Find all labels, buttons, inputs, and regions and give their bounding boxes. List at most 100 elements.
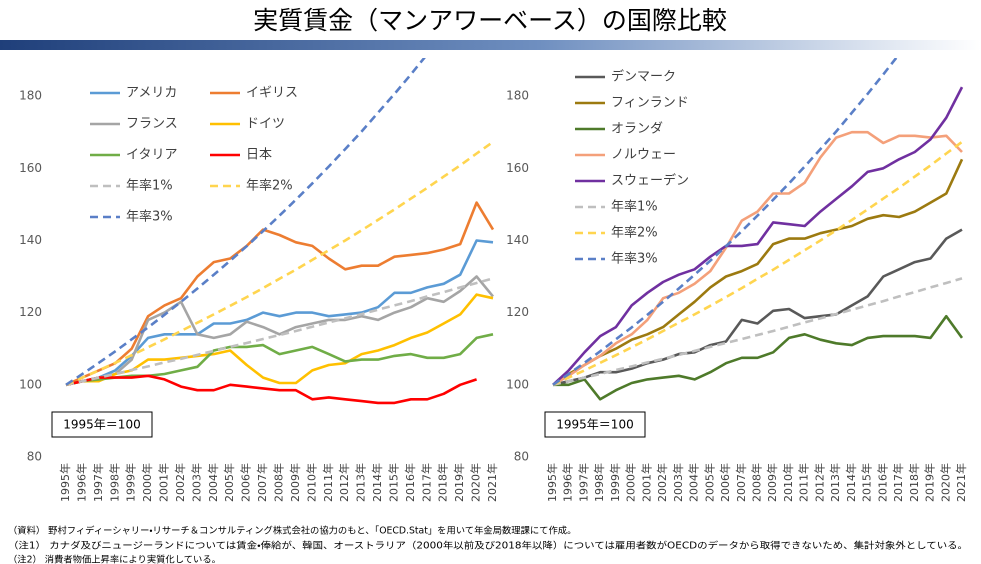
x-tick-label: 2001年 (157, 463, 171, 502)
y-tick-label: 100 (19, 377, 42, 391)
x-tick-label: 1996年 (74, 463, 88, 502)
series-line (552, 140, 963, 386)
x-tick-label: 2017年 (419, 463, 433, 502)
x-tick-label: 2003年 (189, 463, 203, 502)
x-tick-label: 1995年 (545, 463, 559, 502)
x-tick-label: 2020年 (469, 463, 483, 502)
legend-label: スウェーデン (611, 173, 689, 189)
x-tick-label: 2009年 (288, 463, 302, 502)
legend-label: ドイツ (246, 117, 285, 132)
series-line (65, 275, 495, 387)
series-line (65, 58, 426, 386)
x-tick-label: 2007年 (255, 463, 269, 502)
y-tick-label: 100 (506, 377, 529, 391)
y-tick-label: 140 (506, 233, 529, 247)
x-tick-label: 2018年 (436, 463, 450, 502)
plot-area (552, 58, 964, 401)
series-line (65, 201, 495, 386)
x-tick-label: 2000年 (140, 463, 154, 502)
legend-label: 年率1% (611, 200, 658, 215)
x-tick-label: 2006年 (718, 463, 732, 502)
x-tick-label: 2003年 (671, 463, 685, 502)
x-tick-label: 2011年 (797, 463, 811, 502)
y-tick-label: 180 (506, 89, 529, 103)
x-tick-label: 1998年 (107, 463, 121, 502)
y-tick-label: 80 (27, 450, 42, 464)
annotation-box (544, 411, 646, 438)
y-tick-label: 140 (19, 233, 42, 247)
x-tick-label: 2001年 (639, 463, 653, 502)
x-tick-label: 2019年 (923, 463, 937, 502)
y-tick-label: 80 (514, 450, 529, 464)
x-tick-label: 2006年 (239, 463, 253, 502)
series-line (65, 374, 478, 405)
x-tick-label: 2008年 (272, 463, 286, 502)
note: （注1） カナダ及びニュージーランドについては賃金・俸給が、韓国、オーストラリア… (8, 540, 968, 552)
x-tick-label: 2008年 (750, 463, 764, 502)
y-tick-label: 180 (19, 89, 42, 103)
x-tick-label: 2012年 (337, 463, 351, 502)
series-line (552, 58, 898, 386)
legend-label: フィンランド (611, 96, 689, 111)
x-tick-label: 2000年 (624, 463, 638, 502)
page-title: 実質賃金（マンアワーベース）の国際比較 (253, 6, 727, 35)
x-tick-label: 2020年 (938, 463, 952, 502)
x-tick-label: 1999年 (124, 463, 138, 502)
x-tick-label: 1997年 (576, 463, 590, 502)
legend-label: 年率1% (126, 179, 173, 194)
x-tick-label: 1998年 (592, 463, 606, 502)
annotation-box (51, 411, 153, 438)
x-tick-label: 2005年 (702, 463, 716, 502)
y-tick-label: 120 (19, 305, 42, 319)
x-tick-label: 2016年 (875, 463, 889, 502)
x-tick-label: 2010年 (781, 463, 795, 502)
x-tick-label: 2004年 (687, 463, 701, 502)
series-line (553, 314, 964, 401)
legend-label: イギリス (246, 86, 298, 101)
x-tick-label: 2002年 (655, 463, 669, 502)
y-tick-label: 120 (506, 305, 529, 319)
x-tick-label: 2013年 (354, 463, 368, 502)
note: （資料） 野村フィディーシャリー・リサーチ＆コンサルティング株式会社の協力のもと… (8, 525, 576, 537)
series-line (552, 158, 964, 386)
x-tick-label: 2005年 (222, 463, 236, 502)
series-line (65, 293, 494, 387)
series-line (552, 277, 963, 387)
plot-area (65, 58, 495, 405)
x-tick-label: 2015年 (860, 463, 874, 502)
legend-label: 年率2% (611, 226, 658, 241)
x-tick-label: 2013年 (828, 463, 842, 502)
x-tick-label: 2018年 (907, 463, 921, 502)
title-band (0, 40, 981, 50)
legend-label: イタリア (126, 148, 177, 163)
x-tick-label: 2012年 (812, 463, 826, 502)
series-line (65, 140, 494, 386)
legend-label: フランス (126, 117, 178, 132)
x-tick-label: 1996年 (561, 463, 575, 502)
x-tick-label: 2004年 (206, 463, 220, 502)
annotation: 1995年＝100 (556, 418, 633, 432)
x-tick-label: 1999年 (608, 463, 622, 502)
y-tick-label: 160 (19, 161, 42, 175)
x-tick-label: 2010年 (304, 463, 318, 502)
legend-label: デンマーク (611, 69, 676, 85)
x-tick-label: 1997年 (91, 463, 105, 502)
legend-label: 日本 (246, 148, 272, 163)
x-tick-label: 2014年 (370, 463, 384, 502)
x-tick-label: 2007年 (734, 463, 748, 502)
legend-label: 年率3% (126, 210, 173, 225)
note: （注2） 消費者物価上昇率により実質化している。 (8, 554, 221, 564)
series-line (552, 86, 964, 386)
x-tick-label: 2019年 (452, 463, 466, 502)
legend-label: アメリカ (126, 86, 177, 101)
x-tick-label: 2017年 (891, 463, 905, 502)
legend-label: 年率3% (611, 252, 658, 267)
x-tick-label: 2009年 (765, 463, 779, 502)
series-line (552, 228, 963, 387)
x-tick-label: 2002年 (173, 463, 187, 502)
x-tick-label: 2021年 (954, 463, 968, 502)
x-tick-label: 2015年 (386, 463, 400, 502)
x-tick-label: 2011年 (321, 463, 335, 502)
